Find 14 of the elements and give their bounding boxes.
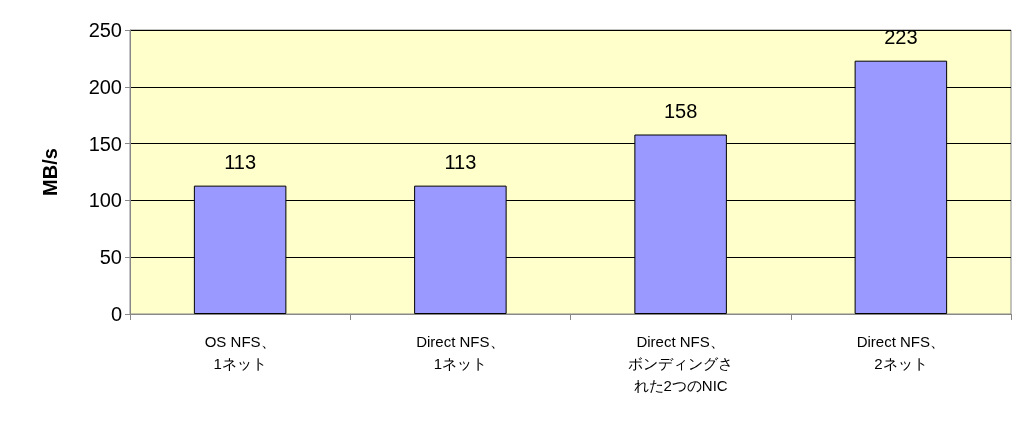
y-tick-label: 150 bbox=[88, 132, 122, 155]
x-tick-label: Direct NFS、2ネット bbox=[856, 332, 946, 372]
x-tick-label: Direct NFS、1ネット bbox=[416, 332, 505, 372]
x-tick-label: Direct NFS、ボンディングされた2つのNIC bbox=[628, 332, 734, 394]
y-tick-label: 200 bbox=[88, 75, 122, 98]
data-label: 158 bbox=[663, 99, 698, 122]
y-axis-title: MB/s bbox=[39, 148, 61, 196]
x-tick-label: OS NFS、1ネット bbox=[204, 332, 276, 372]
y-tick-label: 250 bbox=[88, 19, 122, 41]
data-label: 113 bbox=[444, 150, 477, 173]
y-tick-label: 0 bbox=[110, 303, 122, 325]
y-tick-label: 50 bbox=[99, 246, 122, 269]
data-label: 113 bbox=[224, 150, 257, 173]
y-tick-label: 100 bbox=[88, 189, 122, 212]
